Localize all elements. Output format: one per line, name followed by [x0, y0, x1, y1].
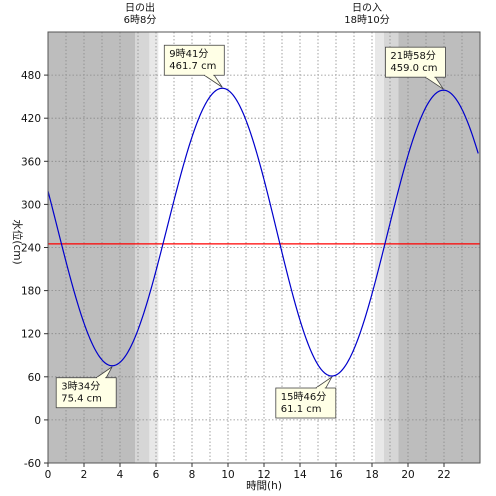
y-tick-label: 480: [21, 70, 41, 82]
twilight-band-morning: [134, 32, 150, 463]
x-tick-label: 6: [153, 469, 160, 481]
sunset-time: 18時10分: [344, 15, 390, 26]
callout-value: 461.7 cm: [169, 61, 216, 72]
night-band-evening: [398, 32, 480, 463]
callout-value: 459.0 cm: [390, 63, 437, 74]
x-tick-label: 12: [257, 469, 270, 481]
callout-time: 21時58分: [390, 50, 435, 62]
tide-line: [47, 87, 479, 377]
y-tick-label: 240: [21, 243, 41, 255]
x-tick-label: 8: [189, 469, 196, 481]
y-tick-label: 420: [21, 113, 41, 125]
x-tick-label: 18: [365, 469, 378, 481]
x-tick-label: 0: [45, 469, 52, 481]
callout-time: 15時46分: [281, 391, 326, 403]
sunrise-label: 日の出 6時8分: [110, 3, 170, 27]
x-axis-label: 時間(h): [246, 480, 282, 492]
sunrise-time: 6時8分: [123, 15, 157, 26]
x-tick-label: 14: [293, 469, 307, 481]
y-tick-label: 360: [21, 156, 41, 168]
x-tick-label: 10: [221, 469, 234, 481]
callout-box: [55, 377, 117, 409]
sunrise-title: 日の出: [125, 3, 155, 14]
y-tick-label: -60: [24, 458, 41, 470]
sunset-label: 日の入 18時10分: [337, 3, 397, 27]
y-tick-label: 60: [28, 372, 41, 384]
x-tick-label: 20: [401, 469, 414, 481]
sunset-title: 日の入: [352, 3, 382, 14]
callout-box: [163, 44, 225, 76]
callout-time: 3時34分: [61, 381, 100, 393]
callout-time: 9時41分: [169, 48, 208, 60]
x-tick-label: 16: [329, 469, 343, 481]
callout-value: 61.1 cm: [281, 404, 322, 415]
x-tick-label: 2: [81, 469, 88, 481]
y-axis-label: 水位(cm): [11, 219, 24, 264]
y-tick-label: 120: [21, 329, 41, 341]
x-tick-label: 22: [437, 469, 450, 481]
y-tick-label: 0: [34, 415, 41, 427]
callout-box: [385, 46, 446, 78]
callout-value: 75.4 cm: [61, 394, 102, 405]
y-tick-label: 180: [21, 286, 41, 298]
y-tick-label: 300: [21, 199, 41, 211]
x-tick-label: 4: [117, 469, 124, 481]
callout-box: [275, 387, 337, 419]
dusk-band: [375, 32, 385, 463]
